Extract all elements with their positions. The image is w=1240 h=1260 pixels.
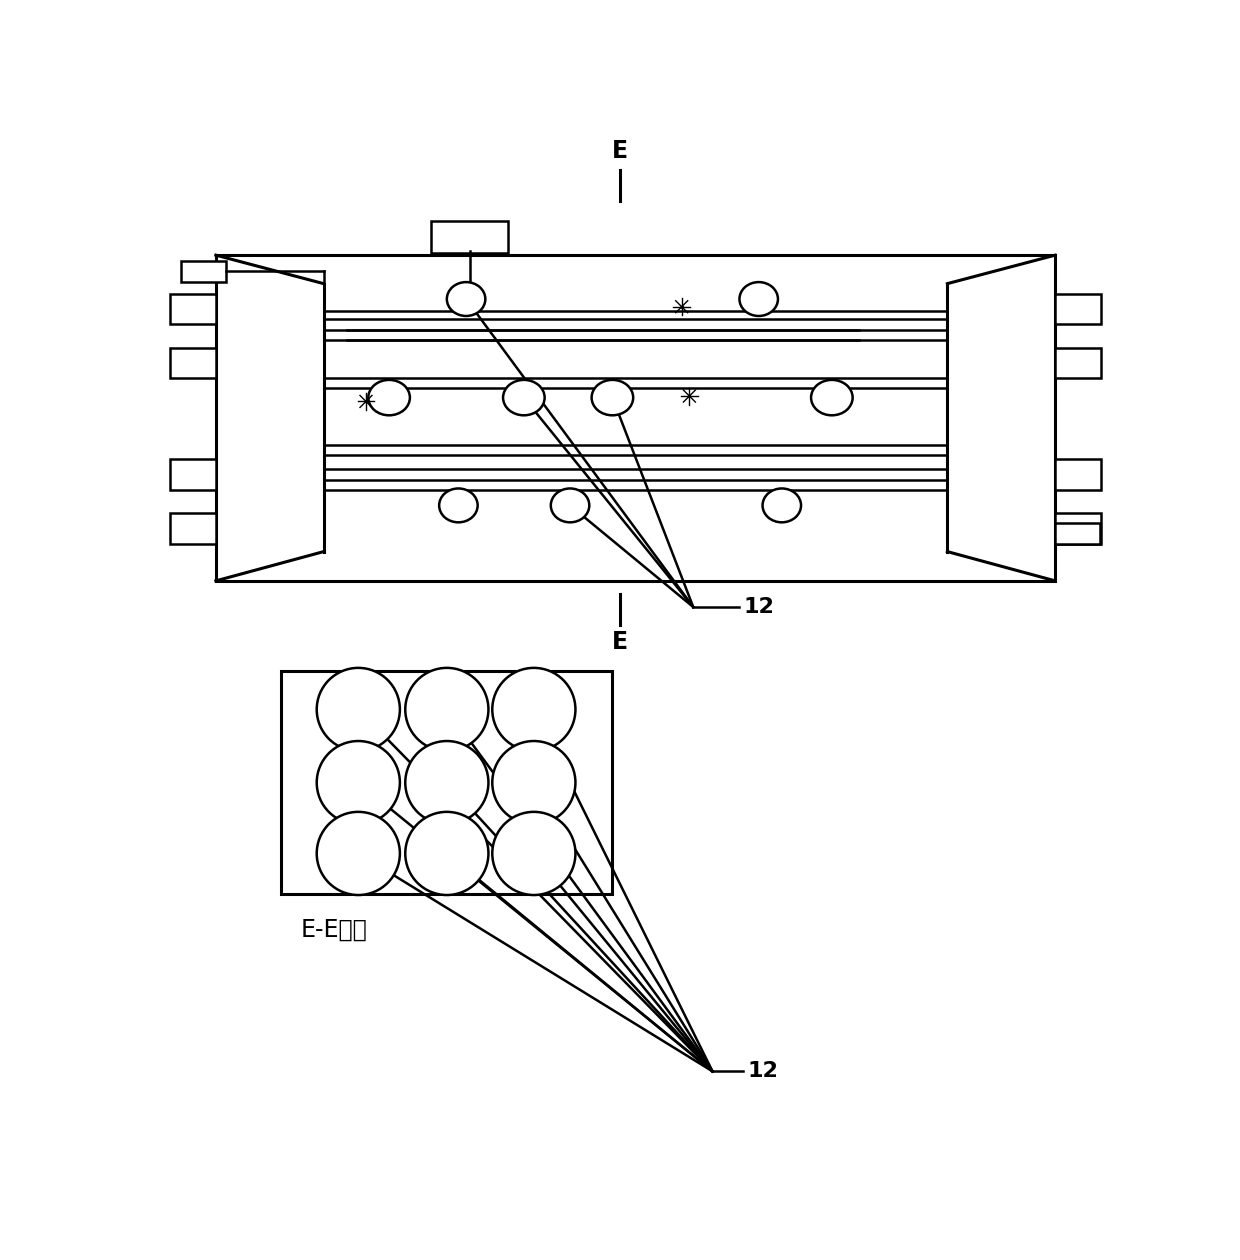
Circle shape <box>405 811 489 895</box>
Bar <box>1055 459 1101 490</box>
Ellipse shape <box>739 282 777 316</box>
Circle shape <box>316 668 399 751</box>
Text: E: E <box>613 630 629 654</box>
Ellipse shape <box>591 379 634 416</box>
Text: E-E视图: E-E视图 <box>300 917 367 941</box>
Bar <box>170 294 216 325</box>
Ellipse shape <box>446 282 485 316</box>
Bar <box>281 670 613 895</box>
Bar <box>170 459 216 490</box>
Bar <box>1055 348 1101 378</box>
Circle shape <box>405 741 489 824</box>
Bar <box>1055 294 1101 325</box>
Circle shape <box>405 668 489 751</box>
Bar <box>170 513 216 544</box>
Text: 12: 12 <box>748 1061 777 1081</box>
Bar <box>1055 513 1101 544</box>
Ellipse shape <box>811 379 853 416</box>
Bar <box>216 256 1055 581</box>
Circle shape <box>492 811 575 895</box>
Ellipse shape <box>368 379 410 416</box>
Text: E: E <box>613 139 629 163</box>
Bar <box>181 261 226 282</box>
Text: 12: 12 <box>743 597 774 617</box>
Circle shape <box>316 811 399 895</box>
Bar <box>170 348 216 378</box>
Ellipse shape <box>503 379 544 416</box>
Circle shape <box>492 741 575 824</box>
Ellipse shape <box>763 489 801 523</box>
Ellipse shape <box>551 489 589 523</box>
Bar <box>432 220 508 253</box>
Circle shape <box>492 668 575 751</box>
Ellipse shape <box>439 489 477 523</box>
Bar <box>1055 523 1100 544</box>
Circle shape <box>316 741 399 824</box>
